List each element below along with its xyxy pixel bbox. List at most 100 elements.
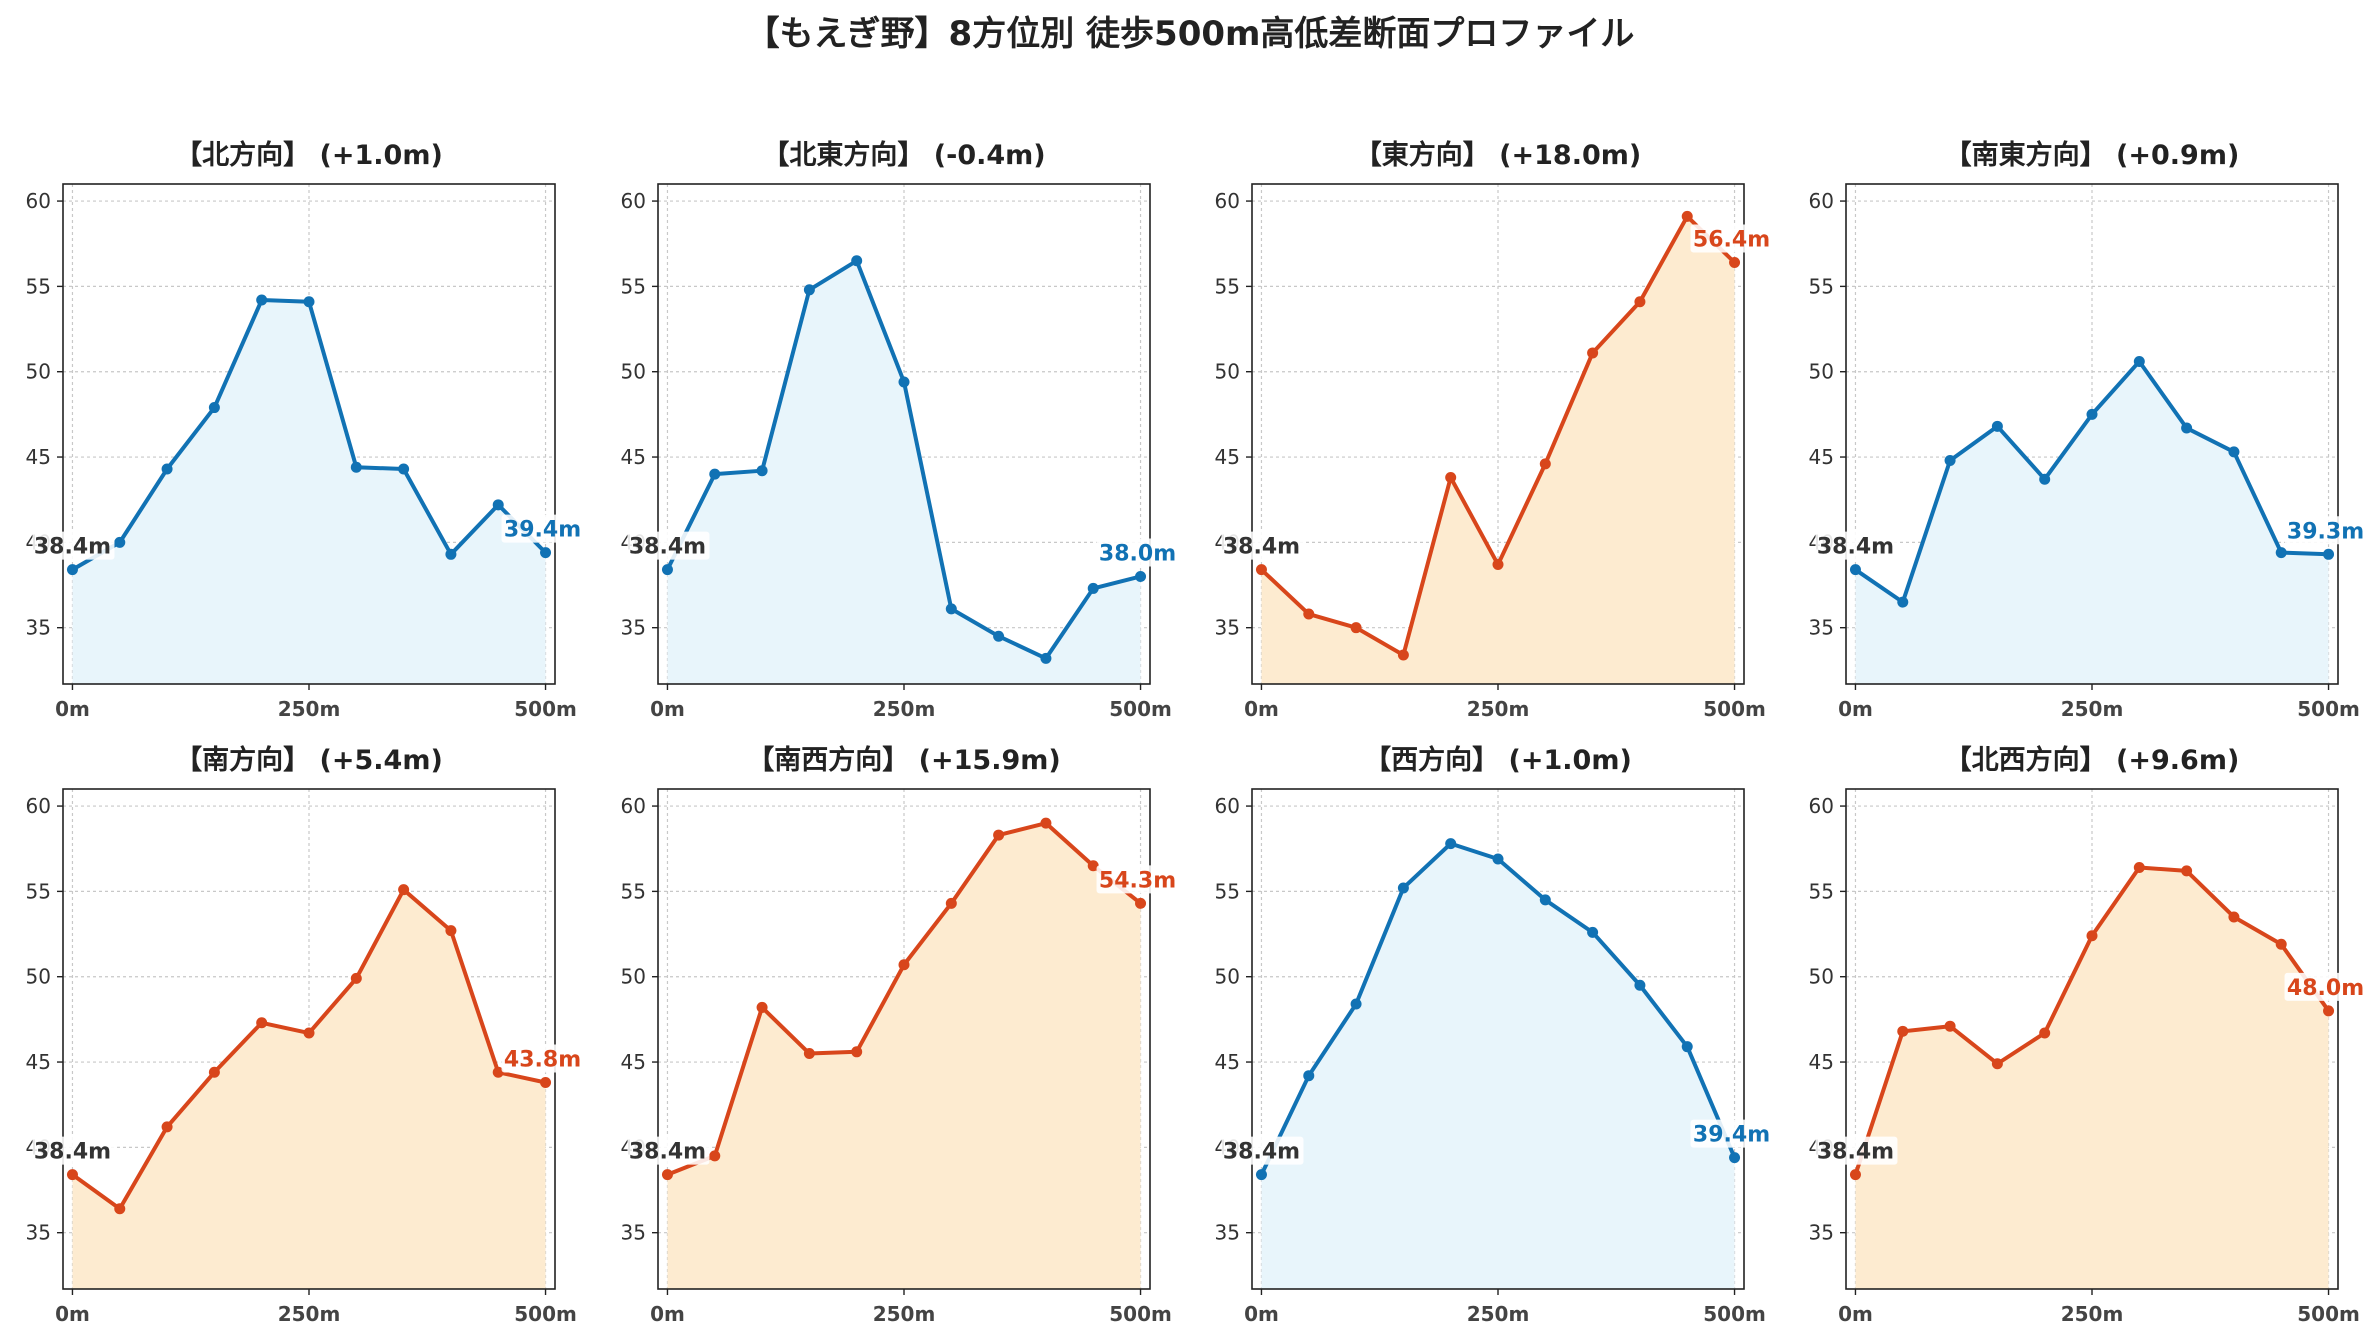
data-point (1040, 817, 1052, 829)
y-tick-label: 50 (1215, 360, 1240, 384)
data-point (1587, 347, 1599, 359)
area-fill (72, 300, 546, 684)
start-label-box (1815, 1136, 1898, 1165)
data-point (993, 630, 1005, 642)
end-elevation-label: 39.4m (504, 518, 581, 543)
area-fill (72, 889, 546, 1289)
y-tick-label: 55 (621, 879, 646, 903)
data-point (1944, 454, 1956, 466)
data-point (1087, 582, 1099, 594)
end-elevation-label: 56.4m (1693, 227, 1770, 252)
y-tick-label: 45 (26, 1050, 51, 1074)
data-point (1492, 853, 1504, 865)
y-tick-label: 50 (1809, 965, 1834, 989)
y-tick-label: 50 (1215, 965, 1240, 989)
y-tick-label: 55 (1215, 879, 1240, 903)
data-point (851, 255, 863, 267)
panel-title: 【南方向】 (+5.4m) (175, 744, 443, 776)
y-tick-label: 50 (26, 360, 51, 384)
data-point (993, 829, 1005, 841)
figure-title: 【もえぎ野】8方位別 徒歩500m高低差断面プロファイル (745, 14, 1635, 54)
y-tick-label: 45 (1215, 1050, 1240, 1074)
panel-title: 【東方向】 (+18.0m) (1355, 139, 1641, 171)
end-elevation-label: 43.8m (504, 1048, 581, 1073)
data-point (350, 972, 362, 984)
y-tick-label: 60 (1809, 189, 1834, 213)
end-label-box (1690, 1119, 1775, 1148)
data-point (709, 1150, 721, 1162)
end-elevation-label: 39.4m (1693, 1123, 1770, 1148)
start-elevation-label: 38.4m (629, 535, 706, 560)
y-tick-label: 60 (1215, 794, 1240, 818)
end-label-box (2284, 516, 2369, 545)
y-tick-label: 45 (621, 1050, 646, 1074)
y-tick-label: 55 (1809, 879, 1834, 903)
start-elevation-label: 38.4m (1817, 1140, 1894, 1165)
x-tick-label: 0m (55, 1302, 90, 1326)
end-label-box (2284, 972, 2369, 1001)
data-point (1397, 649, 1409, 661)
start-label-box (1815, 531, 1898, 560)
data-point (851, 1046, 863, 1058)
end-elevation-label: 39.3m (2287, 519, 2364, 544)
y-tick-label: 60 (1215, 189, 1240, 213)
data-point (945, 603, 957, 615)
data-point (2086, 930, 2098, 942)
data-point (1040, 652, 1052, 664)
end-elevation-label: 38.0m (1099, 541, 1176, 566)
data-point (1397, 882, 1409, 894)
data-point (1303, 1070, 1315, 1082)
x-tick-label: 500m (2297, 697, 2360, 721)
data-point (1991, 420, 2003, 432)
panel-title: 【西方向】 (+1.0m) (1364, 744, 1632, 776)
data-point (2275, 547, 2287, 559)
data-point (2039, 1027, 2051, 1039)
start-label-box (32, 1136, 115, 1165)
data-point (661, 564, 673, 576)
panel-6: 3540455055600m250m500m【南西方向】 (+15.9m)38.… (621, 744, 1181, 1326)
x-tick-label: 500m (514, 1302, 577, 1326)
data-point (540, 547, 552, 559)
data-point (540, 1077, 552, 1089)
x-tick-label: 250m (873, 1302, 936, 1326)
y-tick-label: 35 (26, 1221, 51, 1245)
panel-title: 【北方向】 (+1.0m) (175, 139, 443, 171)
start-elevation-label: 38.4m (629, 1140, 706, 1165)
start-elevation-label: 38.4m (34, 1140, 111, 1165)
y-tick-label: 35 (26, 616, 51, 640)
data-point (1445, 472, 1457, 484)
data-point (114, 1203, 126, 1215)
data-point (492, 1066, 504, 1078)
panel-5: 3540455055600m250m500m【南方向】 (+5.4m)38.4m… (26, 744, 586, 1326)
area-fill (667, 260, 1141, 684)
data-point (1897, 596, 1909, 608)
x-tick-label: 250m (1467, 1302, 1530, 1326)
x-tick-label: 500m (1703, 697, 1766, 721)
panel-title: 【南西方向】 (+15.9m) (747, 744, 1060, 776)
data-point (492, 499, 504, 511)
y-tick-label: 55 (26, 879, 51, 903)
data-point (709, 468, 721, 480)
end-label-box (1690, 224, 1775, 253)
x-tick-label: 500m (1109, 1302, 1172, 1326)
start-label-box (32, 531, 115, 560)
x-tick-label: 0m (55, 697, 90, 721)
data-point (2133, 355, 2145, 367)
panel-title: 【北西方向】 (+9.6m) (1945, 744, 2240, 776)
data-point (208, 1066, 220, 1078)
x-tick-label: 0m (650, 1302, 685, 1326)
data-point (1944, 1020, 1956, 1032)
y-tick-label: 55 (1215, 274, 1240, 298)
data-point (2181, 865, 2193, 877)
panel-title: 【北東方向】 (-0.4m) (762, 139, 1045, 171)
x-tick-label: 0m (1838, 697, 1873, 721)
data-point (1492, 559, 1504, 571)
x-tick-label: 500m (1703, 1302, 1766, 1326)
data-point (2228, 911, 2240, 923)
data-point (2275, 938, 2287, 950)
data-point (2133, 861, 2145, 873)
start-label-box (627, 531, 710, 560)
data-point (1087, 860, 1099, 872)
y-tick-label: 55 (1809, 274, 1834, 298)
x-tick-label: 0m (650, 697, 685, 721)
